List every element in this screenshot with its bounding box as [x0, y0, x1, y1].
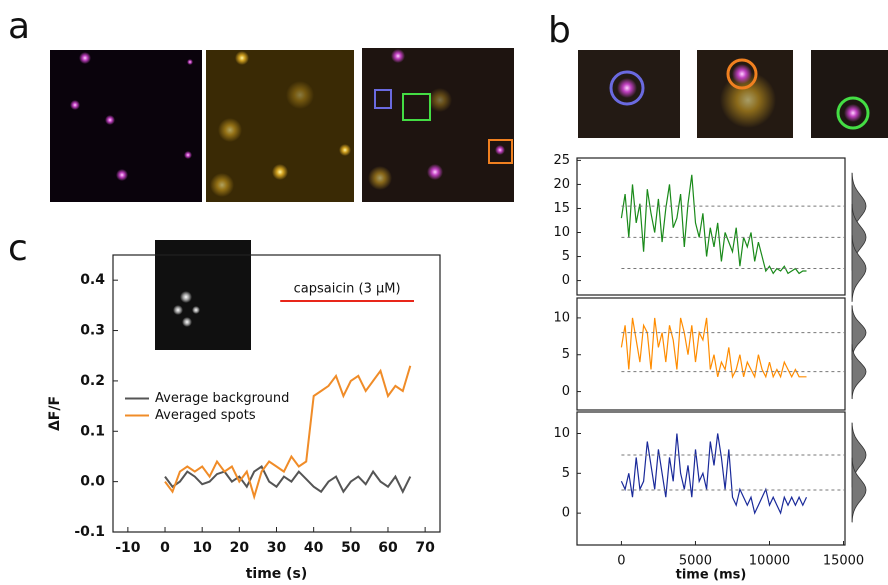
x-tick-label: 0	[617, 554, 625, 569]
y-tick-label: 0.0	[80, 474, 105, 490]
y-tick-label: 0.2	[80, 373, 105, 389]
y-tick-label: 10	[553, 310, 570, 325]
y-tick-label: 5	[562, 249, 570, 264]
data-line	[620, 433, 808, 515]
x-tick-label: 5000	[679, 554, 712, 569]
y-tick-label: 25	[553, 153, 570, 168]
x-axis-label: time (ms)	[676, 568, 747, 583]
x-axis-label: time (s)	[246, 566, 308, 582]
data-line	[164, 365, 412, 501]
x-tick-label: 10000	[749, 554, 790, 569]
y-axis-label: ΔF/F	[47, 396, 63, 431]
micrograph	[362, 48, 514, 202]
y-tick-label: 20	[553, 177, 570, 192]
plot-frame	[576, 411, 846, 546]
y-tick-label: 15	[553, 201, 570, 216]
y-tick-label: 0	[562, 506, 570, 521]
y-tick-label: 0.3	[80, 323, 105, 339]
micrograph	[697, 50, 793, 138]
histogram-peak	[851, 344, 867, 400]
plot-frame	[576, 297, 846, 411]
histogram-peak	[851, 457, 867, 523]
x-tick-label: -10	[115, 540, 141, 556]
x-tick-label: 40	[304, 540, 324, 556]
panel-label: c	[8, 228, 28, 269]
micrograph	[50, 50, 202, 202]
data-line	[620, 317, 807, 379]
data-line	[164, 465, 412, 494]
x-tick-label: 60	[378, 540, 398, 556]
legend-label: Average background	[155, 391, 289, 406]
plot-frame	[576, 157, 846, 296]
y-tick-label: 0.4	[80, 272, 105, 288]
x-tick-label: 10	[192, 540, 212, 556]
micrograph	[155, 240, 251, 350]
x-tick-label: 15000	[823, 554, 864, 569]
y-tick-label: 10	[553, 426, 570, 441]
panel-label: a	[8, 6, 30, 47]
x-tick-label: 20	[230, 540, 250, 556]
x-tick-label: 0	[160, 540, 170, 556]
y-tick-label: 5	[562, 466, 570, 481]
micrograph	[206, 50, 354, 202]
histogram-peak	[851, 235, 867, 302]
micrograph	[811, 50, 888, 138]
y-tick-label: 0	[562, 384, 570, 399]
x-tick-label: 30	[267, 540, 287, 556]
micrograph	[578, 50, 680, 138]
y-tick-label: 0.1	[80, 423, 105, 439]
panel-label: b	[548, 10, 571, 51]
x-tick-label: 50	[341, 540, 361, 556]
histogram-peak	[851, 305, 867, 360]
y-tick-label: 5	[562, 347, 570, 362]
y-tick-label: -0.1	[74, 524, 105, 540]
legend-label: Averaged spots	[155, 408, 256, 423]
data-line	[620, 174, 807, 275]
x-tick-label: 70	[415, 540, 435, 556]
y-tick-label: 0	[562, 273, 570, 288]
y-tick-label: 10	[553, 225, 570, 240]
annotation-label: capsaicin (3 μM)	[294, 282, 401, 297]
